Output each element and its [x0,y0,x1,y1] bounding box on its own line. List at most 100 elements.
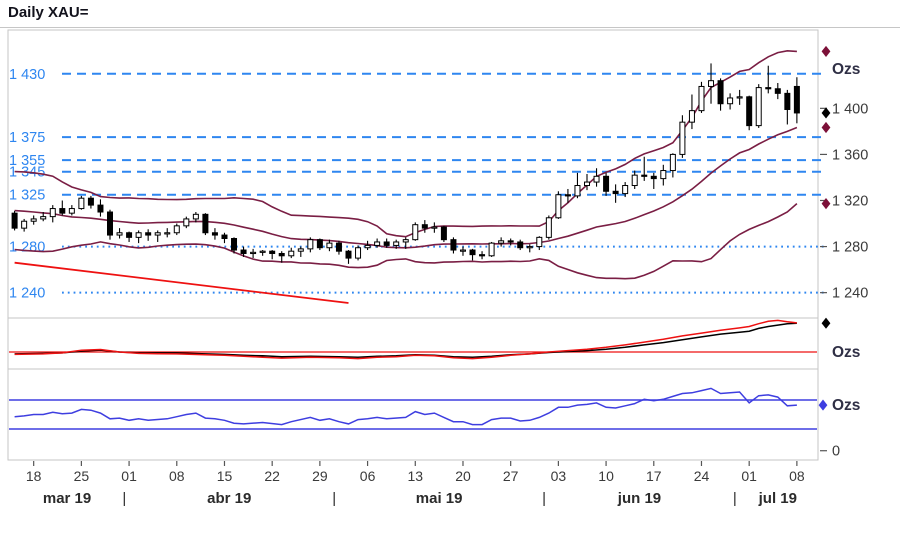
candle-body [479,254,486,257]
date-tick-label: 08 [789,468,805,484]
price-axis-tick-label: 1 240 [832,286,868,302]
price-axis-unit-label: Ozs [832,61,860,78]
oscillator-panel-frame [7,368,819,461]
candle-body [688,110,695,123]
date-tick-label: 20 [455,468,471,484]
date-tick-label: 29 [312,468,328,484]
candle-body [545,217,552,238]
candle-body [30,218,37,222]
candle-body [297,248,304,252]
candle-body [393,241,400,246]
month-separator: | [122,490,126,507]
candle-body [259,250,266,253]
date-tick-label: 13 [407,468,423,484]
momentum-unit-label: Ozs [832,344,860,361]
date-tick-label: 25 [74,468,90,484]
oscillator-zero-label: 0 [832,444,840,460]
candle-body [717,80,724,105]
candle-body [11,212,18,229]
candle-body [507,240,514,243]
candle-body [21,220,28,229]
bollinger-upper-diamond-marker [821,45,831,58]
date-tick-label: 01 [121,468,137,484]
price-axis: Ozs 1 400 1 360 1 320 1 280 1 240 [820,45,868,302]
candle-body [774,88,781,94]
candle-body [421,224,428,229]
month-separator: | [542,490,546,507]
candle-body [603,175,610,192]
momentum-panel: Ozs [9,317,860,361]
date-tick-label: 08 [169,468,185,484]
candle-body [40,216,47,220]
candle-body [135,232,142,238]
candle-body [326,242,333,249]
candle-body [793,85,800,114]
momentum-line [14,322,797,358]
candle-body [631,174,638,187]
candle-body [68,208,75,214]
candle-body [145,232,152,236]
candle-body [698,85,705,112]
bollinger-middle-diamond-marker [821,121,831,134]
candle-body [269,250,276,254]
momentum-diamond-marker [821,317,831,329]
candle-body [211,232,218,236]
candle-body [154,232,161,236]
candle-body [650,175,657,180]
candle-body [584,181,590,187]
candle-body [517,241,524,249]
candle-body [364,244,371,249]
candle-body [278,252,285,257]
candle-body [49,208,56,218]
candle-body [173,225,180,234]
candle-body [221,234,228,240]
candle-body [383,241,390,246]
oscillator-panel: Ozs 0 [9,387,860,460]
month-label: abr 19 [207,490,251,507]
momentum-panel-frame [7,317,819,370]
month-label: mai 19 [416,490,463,507]
month-label: jul 19 [758,490,797,507]
date-tick-label: 18 [26,468,42,484]
chart-title: Daily XAU= [8,4,89,21]
candle-body [116,232,123,236]
date-tick-label: 24 [694,468,710,484]
month-separator: | [332,490,336,507]
candle-body [660,170,667,180]
candle-body [574,185,581,197]
candlestick-series [11,63,800,264]
candle-body [440,226,447,241]
price-level-label: 1 375 [9,130,45,146]
candle-body [459,249,466,252]
candle-body [402,239,409,243]
date-tick-label: 22 [264,468,280,484]
date-tick-label: 01 [741,468,757,484]
date-tick-label: 03 [551,468,567,484]
signal-line [14,319,797,360]
candle-body [469,249,476,256]
candle-body [708,80,715,87]
candle-body [450,239,457,251]
date-tick-label: 10 [598,468,614,484]
candle-body [126,232,133,238]
candle-body [231,238,238,251]
price-axis-tick-label: 1 320 [832,193,868,209]
candle-body [78,197,85,210]
candle-body [784,92,791,110]
date-tick-label: 06 [360,468,376,484]
candle-body [498,240,505,244]
oscillator-diamond-marker [818,399,828,411]
price-level-label: 1 325 [9,188,45,204]
bollinger-upper-band [14,49,797,238]
price-level-label: 1 355 [9,153,45,169]
date-tick-label: 15 [217,468,233,484]
candle-body [374,241,381,246]
oscillator-unit-label: Ozs [832,397,860,414]
candle-body [765,87,772,90]
price-axis-tick-label: 1 400 [832,101,868,117]
month-separator: | [733,490,737,507]
candle-body [641,174,648,177]
candle-body [622,185,629,195]
candle-body [183,218,190,227]
